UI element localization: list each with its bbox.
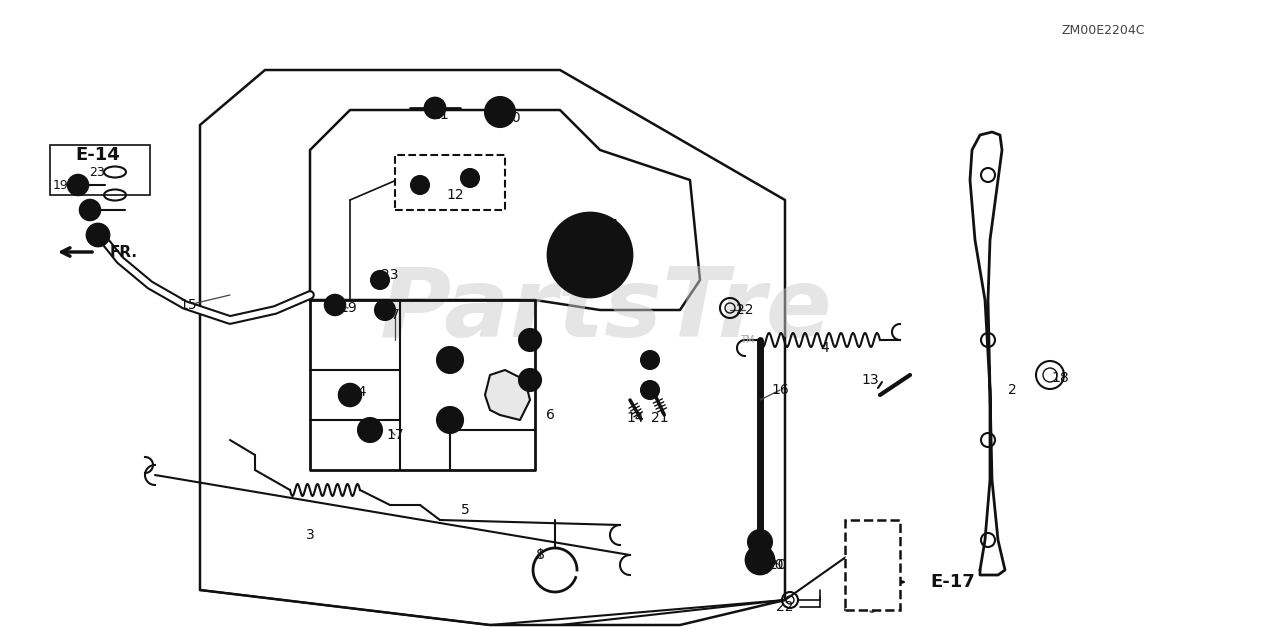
Text: 23: 23 — [381, 268, 399, 282]
Text: 2: 2 — [1007, 383, 1016, 397]
Text: 10: 10 — [503, 111, 521, 125]
Text: 20: 20 — [769, 558, 787, 572]
Circle shape — [68, 175, 88, 195]
Text: 17: 17 — [387, 428, 403, 442]
Circle shape — [548, 213, 632, 297]
Text: FR.: FR. — [110, 244, 138, 259]
Text: 3: 3 — [306, 528, 315, 542]
FancyBboxPatch shape — [50, 145, 150, 195]
Text: 19: 19 — [339, 301, 357, 315]
Circle shape — [371, 271, 389, 289]
Text: ZM00E2204C: ZM00E2204C — [1061, 24, 1146, 36]
Text: TM: TM — [740, 335, 754, 345]
Circle shape — [746, 546, 774, 574]
Text: 23: 23 — [90, 166, 105, 179]
Text: 20: 20 — [767, 558, 783, 572]
Text: E-14: E-14 — [76, 146, 120, 164]
Circle shape — [375, 300, 396, 320]
Circle shape — [641, 351, 659, 369]
Text: E-17: E-17 — [931, 573, 975, 591]
Text: 22: 22 — [776, 600, 794, 614]
Text: 24: 24 — [349, 385, 367, 399]
Circle shape — [518, 329, 541, 351]
Circle shape — [87, 224, 109, 246]
Text: 11: 11 — [431, 108, 449, 122]
Circle shape — [339, 384, 361, 406]
Circle shape — [562, 227, 618, 283]
FancyBboxPatch shape — [396, 155, 506, 210]
Circle shape — [325, 295, 346, 315]
Polygon shape — [310, 300, 535, 470]
Polygon shape — [200, 70, 785, 625]
Text: 16: 16 — [771, 383, 788, 397]
Text: 7: 7 — [390, 308, 399, 322]
Text: 12: 12 — [447, 188, 463, 202]
Circle shape — [485, 97, 515, 127]
Polygon shape — [970, 132, 1005, 575]
Circle shape — [358, 418, 381, 442]
Circle shape — [518, 369, 541, 391]
Text: 21: 21 — [652, 411, 669, 425]
Circle shape — [436, 347, 463, 373]
Circle shape — [81, 200, 100, 220]
Text: PartsTre: PartsTre — [380, 264, 833, 356]
Text: 1: 1 — [611, 218, 620, 232]
Circle shape — [748, 530, 772, 554]
Circle shape — [461, 169, 479, 187]
Text: 14: 14 — [626, 411, 644, 425]
Circle shape — [641, 381, 659, 399]
Text: 5: 5 — [461, 503, 470, 517]
Text: 6: 6 — [545, 408, 554, 422]
Polygon shape — [310, 110, 700, 310]
Text: 4: 4 — [820, 341, 829, 355]
Text: 18: 18 — [1051, 371, 1069, 385]
FancyBboxPatch shape — [845, 520, 900, 610]
Text: 19: 19 — [52, 179, 68, 191]
Circle shape — [436, 407, 463, 433]
Circle shape — [425, 98, 445, 118]
Text: 9: 9 — [616, 248, 625, 262]
Text: 13: 13 — [861, 373, 879, 387]
Text: 22: 22 — [736, 303, 754, 317]
Text: 15: 15 — [179, 298, 197, 312]
Circle shape — [411, 176, 429, 194]
Text: 8: 8 — [535, 548, 544, 562]
Polygon shape — [485, 370, 530, 420]
